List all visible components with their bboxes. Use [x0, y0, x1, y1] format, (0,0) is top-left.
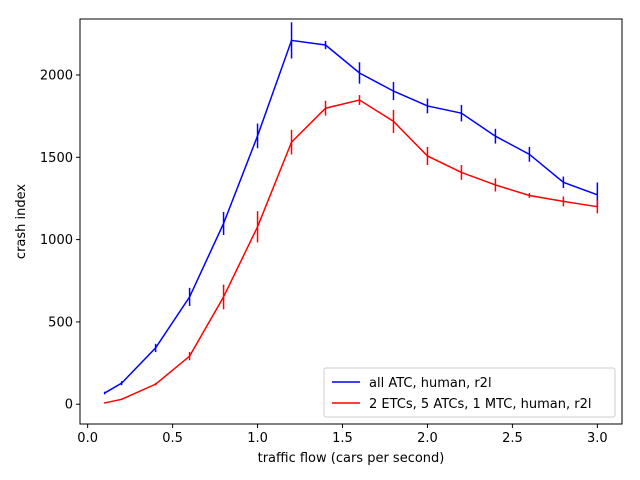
legend-entry-all-atc: all ATC, human, r2l [369, 376, 492, 391]
series-1 [103, 95, 599, 404]
x-tick-label: 2.0 [417, 431, 438, 446]
series-line [104, 99, 598, 404]
series-layer [103, 22, 599, 404]
x-axis-label: traffic flow (cars per second) [258, 451, 445, 466]
x-tick-label: 3.0 [587, 431, 608, 446]
legend-box [323, 367, 616, 418]
x-tick-label: 0.0 [77, 431, 98, 446]
y-tick-label: 1500 [40, 151, 73, 166]
ticks-layer: 0.0 0.5 1.0 1.5 2.0 2.5 3.0 0 500 1000 1500 2000 [40, 68, 608, 446]
legend: all ATC, human, r2l 2 ETCs, 5 ATCs, 1 MT… [323, 367, 616, 418]
x-tick-label: 2.5 [502, 431, 523, 446]
y-tick-label: 500 [48, 315, 73, 330]
y-axis-label: crash index [14, 184, 29, 259]
y-tick-label: 1000 [40, 233, 73, 248]
y-tick-label: 2000 [40, 68, 73, 83]
legend-entry-mixed: 2 ETCs, 5 ATCs, 1 MTC, human, r2l [369, 397, 591, 412]
y-tick-label: 0 [65, 398, 73, 413]
series-line [104, 39, 598, 394]
series-0 [103, 22, 599, 395]
x-tick-label: 1.0 [247, 431, 268, 446]
x-tick-label: 1.5 [332, 431, 353, 446]
x-tick-label: 0.5 [162, 431, 183, 446]
axes-frame [79, 18, 623, 425]
